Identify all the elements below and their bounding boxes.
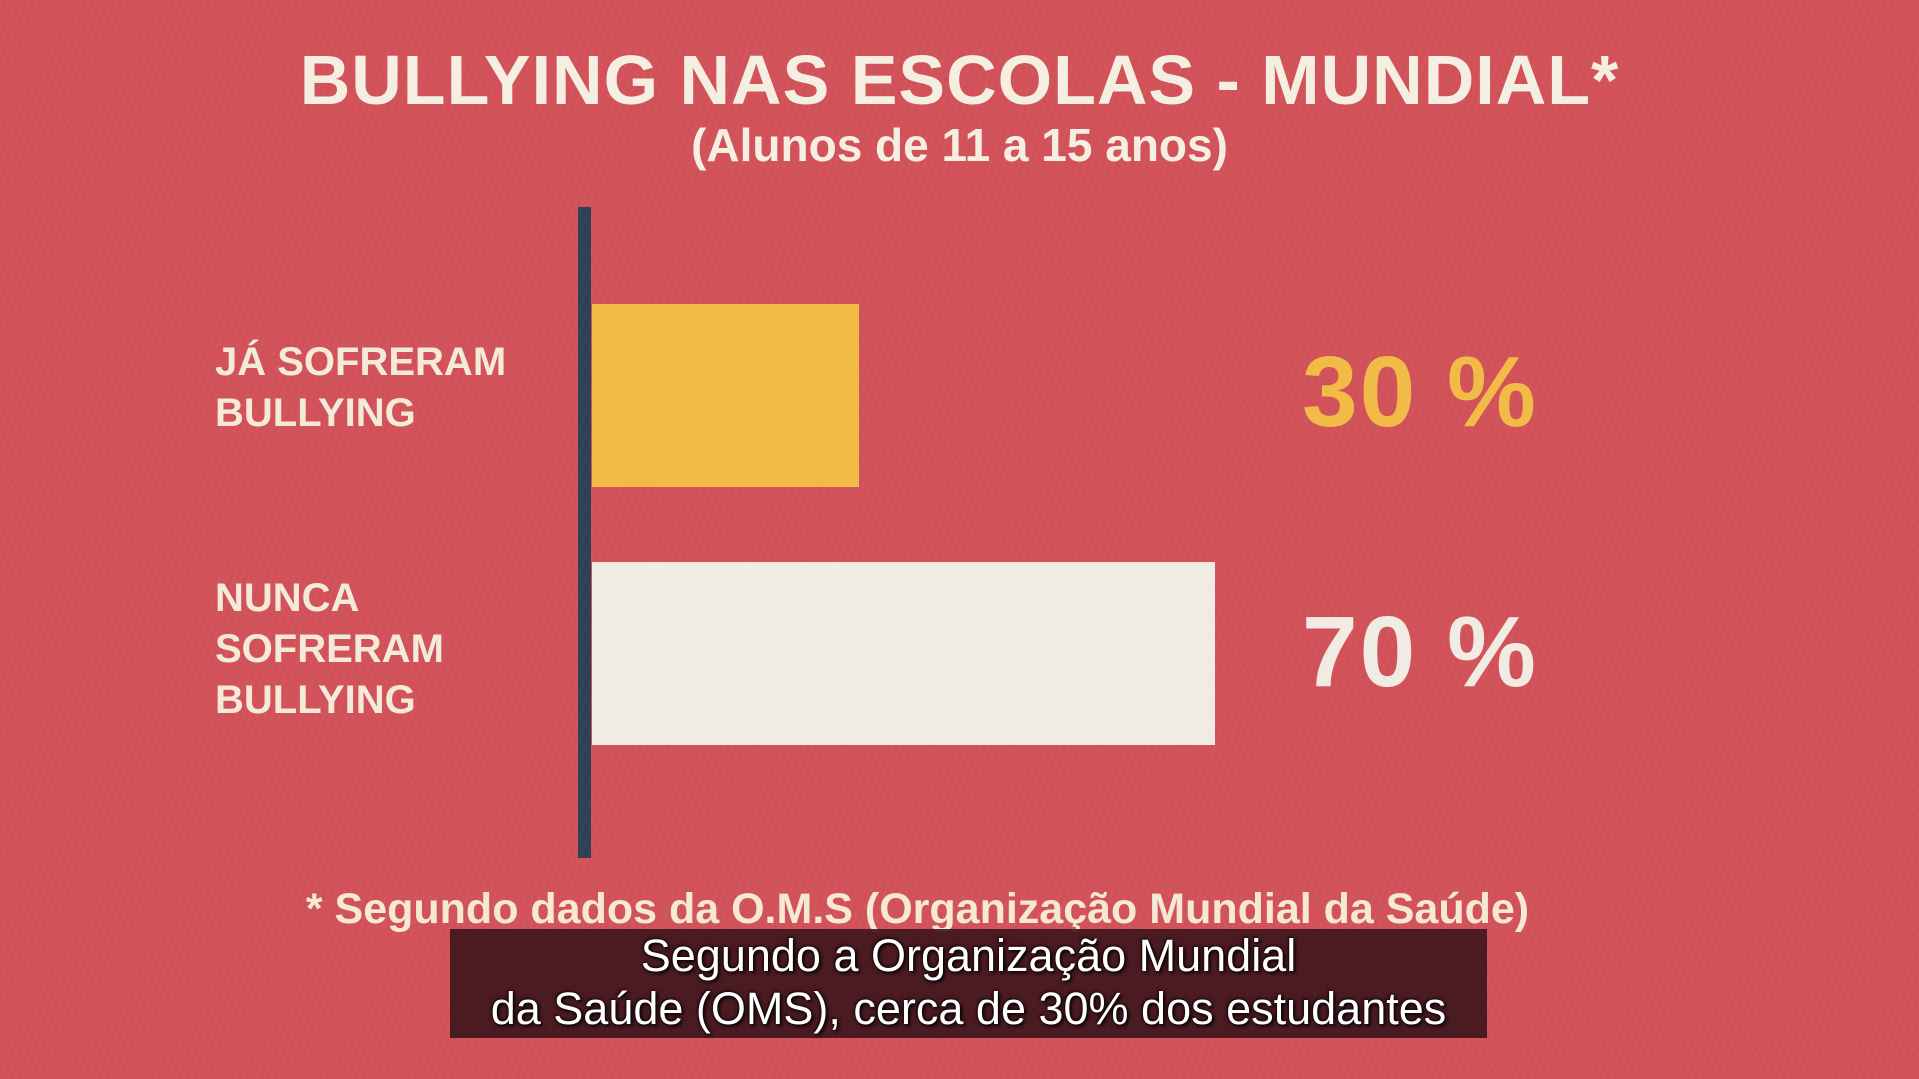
bar-value-ja-sofreram-bullying: 30 % <box>1302 336 1538 448</box>
caption-line-2: da Saúde (OMS), cerca de 30% dos estudan… <box>490 983 1447 1034</box>
bar-value-nunca-sofreram-bullying: 70 % <box>1302 596 1538 708</box>
bar-ja-sofreram-bullying <box>592 304 859 487</box>
bar-label-nunca-sofreram-bullying: NUNCA SOFRERAM BULLYING <box>215 576 444 722</box>
chart-footnote: * Segundo dados da O.M.S (Organização Mu… <box>305 885 1530 933</box>
bar-label-ja-sofreram-bullying: JÁ SOFRERAM BULLYING <box>215 340 507 435</box>
chart-title: BULLYING NAS ESCOLAS - MUNDIAL* <box>299 41 1620 119</box>
video-subtitle-caption: Segundo a Organização Mundial da Saúde (… <box>450 929 1487 1038</box>
bar-nunca-sofreram-bullying <box>592 562 1215 745</box>
y-axis-line <box>578 207 591 858</box>
chart-subtitle: (Alunos de 11 a 15 anos) <box>691 119 1228 171</box>
caption-line-1: Segundo a Organização Mundial <box>640 930 1297 981</box>
